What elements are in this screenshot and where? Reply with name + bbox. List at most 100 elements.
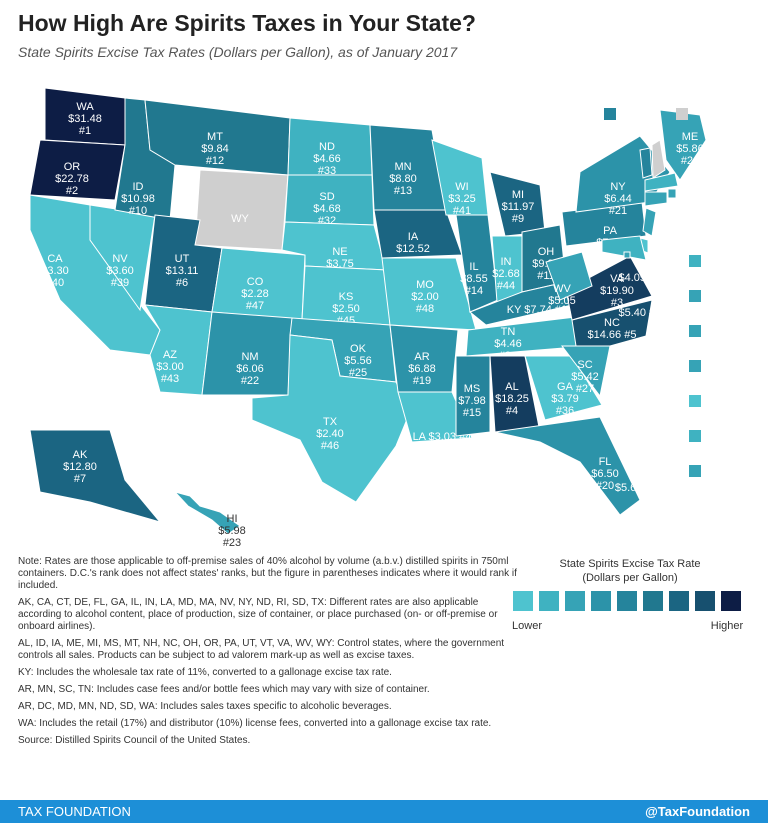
state-abbr: OK	[350, 343, 367, 355]
state-abbr: MO	[416, 279, 434, 291]
state	[494, 416, 641, 516]
state-rank: #5	[624, 329, 636, 341]
state	[639, 147, 653, 179]
state-abbr: VT	[571, 109, 585, 121]
state-rate: $5.05	[548, 295, 576, 307]
legend-title: (Dollars per Gallon)	[582, 572, 677, 584]
state-rank: #15	[463, 407, 481, 419]
state-rank: #36	[556, 405, 574, 417]
state-abbr: GA	[557, 381, 574, 393]
state-rank: #17	[555, 304, 573, 316]
state-abbr: SC	[577, 359, 592, 371]
state-rank: #44	[497, 280, 515, 292]
state-rate: $22.78	[55, 173, 89, 185]
state-rank: #19	[413, 375, 431, 387]
state-rank: #48	[416, 303, 434, 315]
state	[251, 334, 411, 503]
state-rate: $14.66	[588, 329, 622, 341]
state-abbr: NV	[112, 253, 128, 265]
state-abbr: AR	[414, 351, 429, 363]
state-abbr: HI	[227, 513, 238, 525]
state-label: KY $7.74 #17	[507, 304, 574, 316]
state	[644, 191, 668, 207]
state-swatch	[689, 290, 701, 302]
state-rate: $5.40	[619, 307, 647, 319]
note: WA: Includes the retail (17%) and distri…	[18, 718, 492, 729]
state-rate: $7.75	[534, 125, 562, 137]
state	[651, 139, 666, 179]
state-rate: $5.86	[676, 143, 704, 155]
state-abbr: AL	[505, 381, 518, 393]
state-abbr: UT	[175, 253, 190, 265]
state-abbr: NJ	[656, 361, 669, 373]
state-rate: $2.50	[332, 303, 360, 315]
state-abbr: DC	[655, 466, 671, 478]
state-rank: #28	[649, 307, 667, 319]
state-abbr: NM	[241, 351, 258, 363]
state-rank: #30	[553, 307, 571, 319]
state-rate: $2.68	[492, 268, 520, 280]
state-rate: $9.84	[201, 143, 229, 155]
state-abbr: WY	[231, 213, 249, 225]
state-abbr: RI	[658, 291, 669, 303]
state-abbr: WI	[455, 181, 468, 193]
state-rank: #23	[223, 537, 241, 549]
state-rank: #21	[609, 205, 627, 217]
legend-title: State Spirits Excise Tax Rate	[559, 558, 700, 570]
state-swatch	[689, 465, 701, 477]
state-rank: #47	[246, 300, 264, 312]
state	[29, 429, 162, 523]
state-rank: #14	[465, 285, 483, 297]
state-rate: $12.52	[396, 243, 430, 255]
state	[397, 391, 473, 443]
footer-left: TAX FOUNDATION	[18, 804, 131, 819]
state-rank: #28	[649, 342, 667, 354]
state-rate: $4.05	[619, 272, 647, 284]
state-rank: #39	[111, 277, 129, 289]
legend: State Spirits Excise Tax Rate (Dollars pe…	[512, 558, 744, 632]
state-abbr: ME	[682, 131, 699, 143]
state-rank: #40	[46, 277, 64, 289]
state-rank: #22	[241, 375, 259, 387]
state-swatch	[689, 395, 701, 407]
state-rank: #24	[681, 155, 699, 167]
state-abbr: MS	[464, 383, 481, 395]
state-abbr: PA	[603, 225, 618, 237]
state	[667, 188, 677, 199]
state-abbr: IL	[469, 261, 478, 273]
legend-swatch	[565, 591, 585, 611]
state-abbr: CA	[47, 253, 63, 265]
state-rank: #13	[394, 185, 412, 197]
state-rate: $31.48	[68, 113, 102, 125]
state-rank: #6	[176, 277, 188, 289]
state-rank: (#25)	[645, 482, 671, 494]
state-abbr: KS	[339, 291, 354, 303]
state-abbr: MD	[654, 431, 671, 443]
state-rate: $4.68	[313, 203, 341, 215]
footer: TAX FOUNDATION @TaxFoundation	[0, 800, 768, 823]
state-rank: #46	[321, 440, 339, 452]
footer-right: @TaxFoundation	[645, 804, 750, 819]
state-abbr: WV	[553, 283, 571, 295]
legend-swatch	[721, 591, 741, 611]
state-abbr: TN	[501, 326, 516, 338]
state-rate: $4.66	[313, 153, 341, 165]
state	[565, 255, 653, 321]
state-rate: $18.25	[495, 393, 529, 405]
state-abbr: NE	[332, 246, 347, 258]
state-label: $7.75 #16	[534, 125, 583, 137]
state-rank: #31	[649, 447, 667, 459]
state-swatch	[689, 360, 701, 372]
state-rate: $19.90	[600, 285, 634, 297]
state-rate: $3.30	[41, 265, 69, 277]
state	[455, 355, 491, 437]
state-rank: #20	[596, 480, 614, 492]
state-rate: $4.85	[619, 447, 647, 459]
state-abbr: DE	[655, 396, 670, 408]
state-abbr: IN	[501, 256, 512, 268]
state-rate: $2.28	[241, 288, 269, 300]
state-rank: #43	[161, 373, 179, 385]
state-rate: $12.80	[63, 461, 97, 473]
title: How High Are Spirits Taxes in Your State…	[18, 10, 476, 36]
